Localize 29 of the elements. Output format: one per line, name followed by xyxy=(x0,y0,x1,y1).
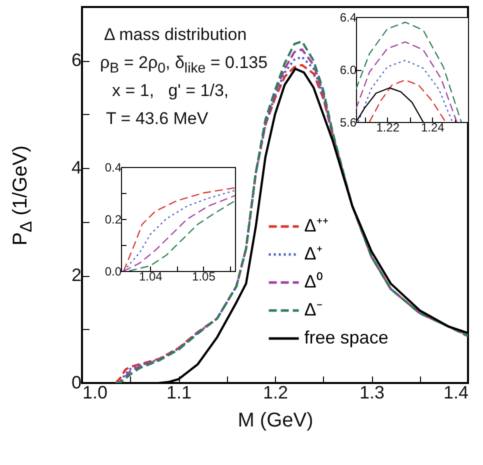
legend-label: Δ⁺ xyxy=(304,244,322,264)
y-tick-label: 2 xyxy=(71,265,82,286)
x-tick-label: 1.0 xyxy=(82,382,108,402)
x-tick-label: 1.4 xyxy=(443,382,468,402)
legend-label: Δ⁻ xyxy=(304,300,322,320)
y-tick-label: 6.4 xyxy=(340,10,357,24)
x-tick-label: 1.04 xyxy=(138,270,163,284)
x-tick-label: 1.24 xyxy=(420,120,445,134)
y-tick-label: 0.2 xyxy=(104,212,122,226)
x-tick-label: 1.22 xyxy=(376,120,400,134)
annotation: x = 1, g' = 1/3, xyxy=(112,80,229,102)
annotation: Δ mass distribution xyxy=(104,24,247,46)
legend-label: free space xyxy=(304,328,388,348)
y-tick-label: 0 xyxy=(71,372,82,392)
y-tick-label: 0.0 xyxy=(104,264,122,278)
y-tick-label: 5.6 xyxy=(340,116,357,130)
legend-label: Δ⁰ xyxy=(304,272,322,292)
x-tick-label: 1.05 xyxy=(192,270,216,284)
y-tick-label: 6 xyxy=(71,50,82,70)
legend-label: Δ⁺⁺ xyxy=(304,216,328,236)
y-tick-label: 4 xyxy=(71,158,82,178)
annotation: T = 43.6 MeV xyxy=(106,108,208,130)
annotation: ρ$_{B}$ = 2ρ$_{0}$, δ$_{like}$ = 0.135 xyxy=(100,52,268,78)
x-axis-title: M (GeV) xyxy=(238,410,314,432)
x-tick-label: 1.3 xyxy=(359,382,385,402)
y-tick-label: 6.0 xyxy=(340,63,357,77)
x-tick-label: 1.2 xyxy=(262,382,288,402)
y-tick-label: 0.4 xyxy=(104,160,122,174)
x-tick-label: 1.1 xyxy=(166,382,192,402)
